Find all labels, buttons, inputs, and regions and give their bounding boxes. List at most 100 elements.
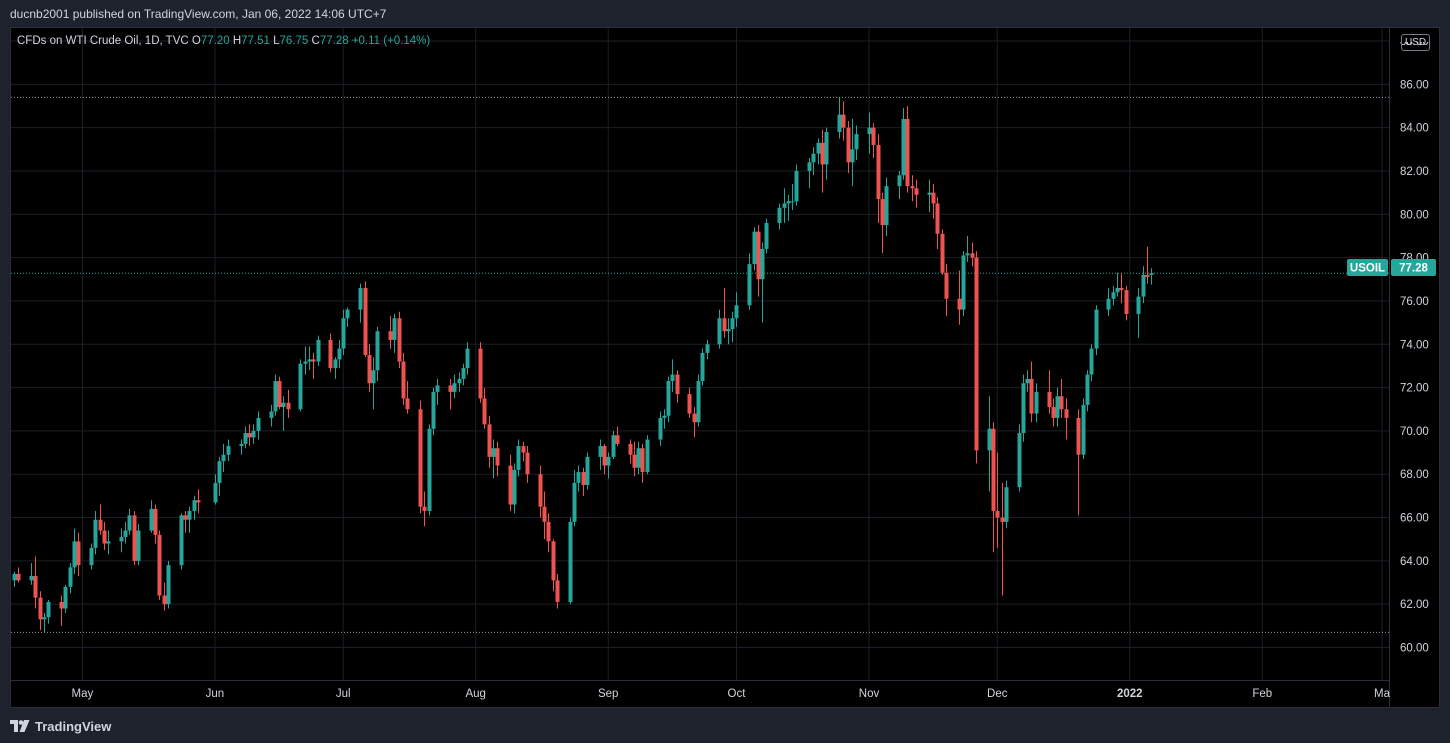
candle-body bbox=[542, 506, 547, 522]
candle-body bbox=[482, 398, 487, 425]
price-tick-label: 66.00 bbox=[1400, 513, 1429, 525]
candle bbox=[1034, 383, 1039, 423]
candle bbox=[435, 378, 440, 405]
candle bbox=[1085, 370, 1090, 412]
candle bbox=[33, 556, 38, 609]
candle bbox=[910, 175, 915, 202]
price-tick-label: 82.00 bbox=[1400, 166, 1429, 178]
candle bbox=[880, 192, 885, 254]
candle-body bbox=[491, 448, 496, 457]
chart-panel[interactable] bbox=[10, 27, 1440, 708]
candle-body bbox=[602, 446, 607, 466]
candle-body bbox=[179, 515, 184, 566]
candle-body bbox=[1085, 374, 1090, 405]
candle-body bbox=[405, 398, 410, 410]
candle bbox=[1081, 398, 1086, 460]
candle bbox=[555, 573, 560, 609]
candle-body bbox=[987, 428, 992, 451]
candle bbox=[337, 339, 342, 369]
candle bbox=[546, 513, 551, 553]
currency-badge[interactable]: USD bbox=[1401, 34, 1430, 51]
candle bbox=[820, 129, 825, 193]
candle bbox=[970, 242, 975, 267]
candle bbox=[760, 242, 765, 323]
candle-body bbox=[1115, 287, 1120, 293]
candle bbox=[149, 500, 154, 533]
candle bbox=[717, 309, 722, 349]
candle bbox=[123, 521, 128, 544]
candle-body bbox=[286, 402, 291, 410]
candle-body bbox=[119, 537, 124, 542]
candle-body bbox=[876, 144, 881, 200]
candle bbox=[1051, 398, 1056, 427]
candle bbox=[516, 439, 521, 477]
candle-body bbox=[628, 443, 633, 455]
time-axis[interactable]: May Jun Jul Aug Sep Oct Nov Dec 2022 Feb Ma bbox=[11, 680, 1391, 701]
candle bbox=[914, 179, 919, 208]
candle-body bbox=[846, 127, 851, 163]
candle-body bbox=[153, 508, 158, 535]
candle-body bbox=[730, 318, 735, 330]
candle bbox=[512, 463, 517, 514]
candle bbox=[213, 474, 218, 505]
candle-body bbox=[841, 114, 846, 128]
candle-body bbox=[243, 433, 248, 444]
candle bbox=[675, 370, 680, 403]
candle bbox=[98, 504, 103, 535]
candle bbox=[482, 387, 487, 429]
candle-body bbox=[341, 318, 346, 349]
candle bbox=[1047, 370, 1052, 414]
symbol-name: CFDs on WTI Crude Oil, 1D, TVC bbox=[17, 35, 189, 47]
candle-body bbox=[1047, 391, 1052, 408]
tradingview-brand: TradingView bbox=[35, 718, 112, 734]
time-tick-label: May bbox=[72, 688, 94, 700]
candle-body bbox=[1064, 409, 1069, 418]
candle-body bbox=[568, 521, 573, 603]
candle-body bbox=[68, 567, 73, 587]
candle-body bbox=[1081, 404, 1086, 455]
candle-body bbox=[431, 391, 436, 429]
candle-body bbox=[307, 359, 312, 362]
candle-body bbox=[273, 381, 278, 412]
candle bbox=[901, 108, 906, 180]
candle bbox=[957, 270, 962, 325]
candle bbox=[367, 344, 372, 392]
time-tick-label: Ma bbox=[1374, 688, 1391, 700]
candle bbox=[645, 435, 650, 475]
candle bbox=[551, 539, 556, 592]
candle bbox=[611, 430, 616, 460]
candle-body bbox=[1119, 287, 1124, 291]
candle bbox=[256, 411, 261, 440]
candle bbox=[944, 264, 949, 317]
candle bbox=[876, 134, 881, 223]
candle-body bbox=[106, 541, 111, 544]
candle bbox=[1124, 285, 1129, 321]
candle bbox=[705, 339, 710, 360]
candle-body bbox=[132, 515, 137, 561]
candle bbox=[632, 441, 637, 477]
candle-body bbox=[461, 368, 466, 379]
candle bbox=[576, 465, 581, 492]
candle bbox=[585, 452, 590, 490]
candle-body bbox=[820, 142, 825, 165]
candle-body bbox=[675, 374, 680, 395]
candle-body bbox=[16, 573, 21, 581]
footer: TradingView bbox=[10, 716, 111, 736]
candle bbox=[89, 543, 94, 570]
candle bbox=[542, 491, 547, 540]
candle-body bbox=[256, 417, 261, 431]
candle-body bbox=[98, 519, 103, 531]
candle bbox=[273, 374, 278, 416]
price-axis[interactable]: 60.00 62.00 64.00 66.00 68.00 70.00 72.00 74.00… bbox=[1389, 28, 1429, 707]
candle-body bbox=[1089, 348, 1094, 375]
candle bbox=[1115, 272, 1120, 297]
candle-body bbox=[1141, 274, 1146, 297]
candle bbox=[1141, 266, 1146, 304]
candle-body bbox=[811, 153, 816, 163]
candle bbox=[457, 372, 462, 392]
candle bbox=[807, 157, 812, 189]
candle-body bbox=[722, 318, 727, 332]
candle bbox=[328, 333, 333, 373]
symbol-legend: CFDs on WTI Crude Oil, 1D, TVC O77.20 H7… bbox=[17, 35, 430, 47]
